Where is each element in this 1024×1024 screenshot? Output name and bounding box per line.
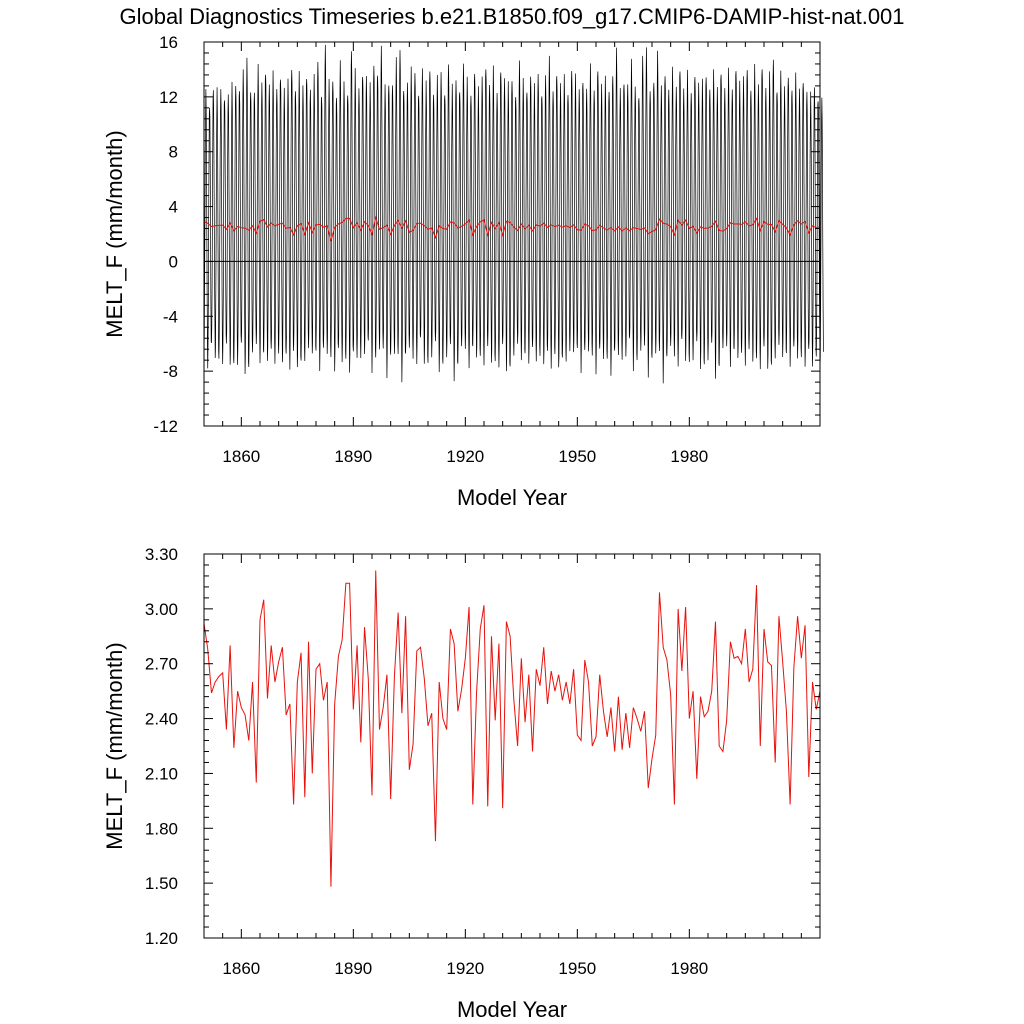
y-tick-label: 1.50 [145, 874, 178, 893]
x-tick-label: 1950 [558, 447, 596, 466]
x-tick-label: 1980 [670, 447, 708, 466]
monthly-series [203, 44, 824, 384]
x-tick-label: 1950 [558, 959, 596, 978]
figure-title: Global Diagnostics Timeseries b.e21.B185… [119, 4, 904, 29]
y-tick-label: 0 [169, 252, 178, 271]
x-tick-label: 1980 [670, 959, 708, 978]
y-tick-label: 2.70 [145, 655, 178, 674]
plot-frame-top [203, 41, 821, 427]
tick-marks-bottom [203, 553, 821, 939]
annual-mean-series-bottom [203, 570, 821, 887]
x-tick-label: 1860 [222, 447, 260, 466]
y-axis-title-bottom: MELT_F (mm/month) [102, 642, 127, 849]
y-tick-label: 1.20 [145, 929, 178, 948]
y-tick-labels-bottom: 1.20 1.50 1.80 2.10 2.40 2.70 3.00 3.30 [145, 545, 178, 948]
monthly-series-line [203, 44, 824, 384]
x-tick-label: 1920 [446, 959, 484, 978]
y-tick-labels-top: -12 -8 -4 0 4 8 12 16 [153, 33, 178, 436]
tick-marks-top [203, 41, 821, 427]
x-axis-title-top: Model Year [457, 485, 567, 510]
x-tick-labels-top: 1860 1890 1920 1950 1980 [222, 447, 708, 466]
y-tick-label: 12 [159, 88, 178, 107]
annual-mean-series-top [203, 215, 821, 242]
panel-monthly-timeseries: -12 -8 -4 0 4 8 12 16 1860 1890 1920 1950 1980 Mode… [102, 33, 824, 510]
y-axis-title-top: MELT_F (mm/month) [102, 130, 127, 337]
y-tick-label: 4 [169, 198, 178, 217]
y-tick-label: 3.30 [145, 545, 178, 564]
y-tick-label: 2.40 [145, 710, 178, 729]
panel-annual-timeseries: 1.20 1.50 1.80 2.10 2.40 2.70 3.00 3.30 1860 189… [102, 545, 821, 1022]
x-tick-label: 1890 [334, 959, 372, 978]
y-tick-label: 8 [169, 143, 178, 162]
y-tick-label: 1.80 [145, 819, 178, 838]
x-tick-label: 1920 [446, 447, 484, 466]
y-tick-label: -4 [163, 307, 178, 326]
x-tick-labels-bottom: 1860 1890 1920 1950 1980 [222, 959, 708, 978]
x-axis-title-bottom: Model Year [457, 997, 567, 1022]
y-tick-label: 16 [159, 33, 178, 52]
x-tick-label: 1860 [222, 959, 260, 978]
y-tick-label: 2.10 [145, 764, 178, 783]
x-tick-label: 1890 [334, 447, 372, 466]
y-tick-label: 3.00 [145, 600, 178, 619]
plot-frame-bottom [203, 553, 821, 939]
y-tick-label: -8 [163, 362, 178, 381]
y-tick-label: -12 [153, 417, 178, 436]
